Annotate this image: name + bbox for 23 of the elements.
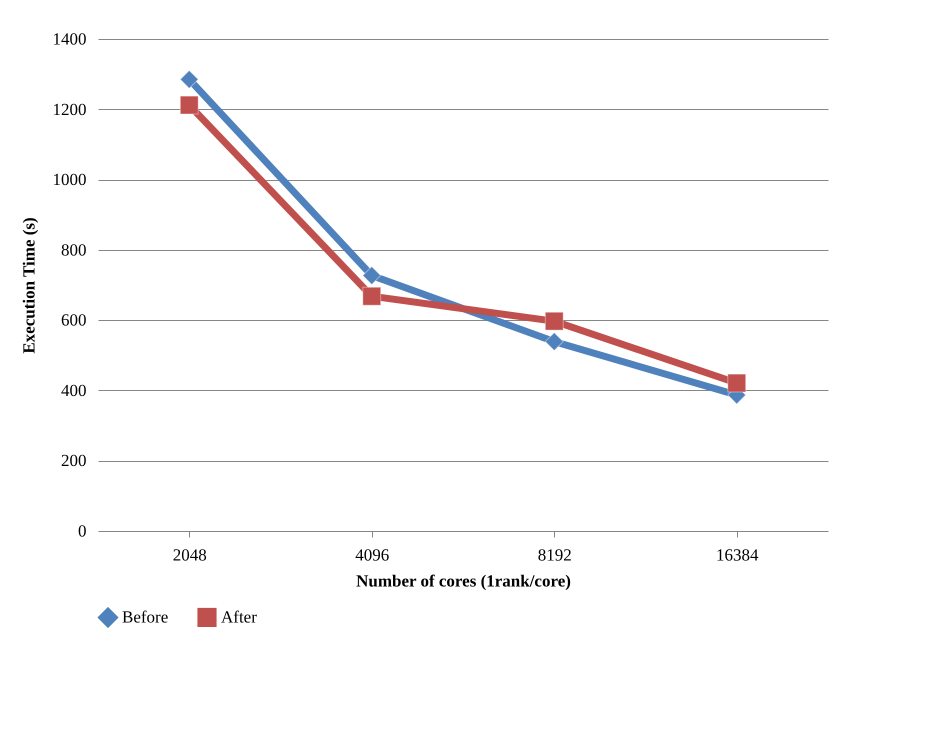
y-tick-label: 400 bbox=[61, 380, 86, 400]
y-tick-label: 1400 bbox=[52, 30, 86, 48]
y-tick-label: 1000 bbox=[52, 170, 86, 190]
legend-label: After bbox=[221, 607, 258, 626]
x-tick-label: 4096 bbox=[355, 546, 390, 564]
point bbox=[180, 70, 199, 89]
x-tick-label: 16384 bbox=[716, 546, 759, 564]
point bbox=[727, 374, 746, 392]
point bbox=[362, 286, 382, 306]
point bbox=[544, 312, 564, 331]
y-axis-title: Execution Time (s) bbox=[20, 217, 38, 354]
point bbox=[544, 332, 564, 352]
y-tick-label: 0 bbox=[78, 522, 86, 540]
x-tick-label: 2048 bbox=[172, 546, 207, 564]
y-tick-label: 600 bbox=[61, 310, 86, 330]
y-tick-label: 800 bbox=[61, 240, 86, 260]
y-tick-label: 1200 bbox=[52, 100, 86, 119]
point bbox=[362, 266, 382, 285]
legend-label: Before bbox=[122, 607, 168, 626]
x-axis-title: Number of cores (1rank/core) bbox=[356, 572, 571, 590]
point bbox=[180, 96, 199, 115]
y-tick-label: 200 bbox=[61, 451, 86, 470]
x-tick-label: 8192 bbox=[538, 546, 572, 564]
